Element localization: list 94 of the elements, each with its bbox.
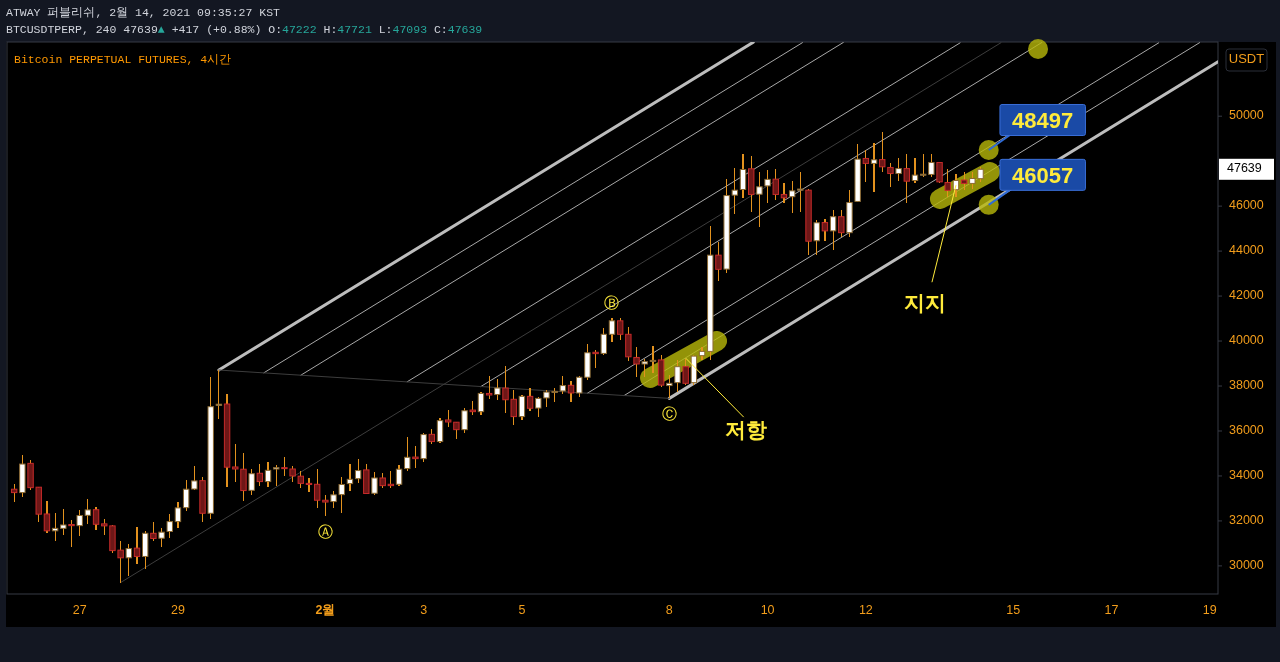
candlestick	[305, 476, 313, 493]
candlestick	[166, 513, 173, 540]
candlestick	[371, 471, 378, 496]
candlestick	[862, 149, 870, 183]
candlestick	[477, 391, 485, 416]
x-tick-label: 27	[72, 603, 87, 618]
candlestick	[141, 529, 149, 570]
x-tick-label: 10	[760, 603, 775, 618]
y-tick-label: 50000	[1229, 108, 1264, 123]
candlestick	[404, 436, 411, 472]
x-tick-label: 12	[858, 603, 873, 618]
candlestick	[682, 358, 689, 386]
annotation: Ⓐ	[317, 522, 333, 541]
x-tick-label: 5	[518, 603, 526, 618]
candlestick	[911, 157, 919, 185]
y-tick-label: 34000	[1229, 468, 1264, 483]
candlestick	[960, 171, 968, 191]
candlestick	[264, 461, 272, 488]
candlestick	[191, 465, 198, 491]
x-tick-label: 15	[1006, 603, 1021, 618]
candlestick	[739, 153, 747, 200]
candlestick	[43, 500, 51, 534]
x-tick-label: 3	[420, 603, 428, 618]
candlestick	[567, 380, 575, 404]
candlestick	[158, 527, 165, 548]
y-tick-label: 44000	[1229, 243, 1264, 258]
candlestick	[346, 463, 354, 492]
candlestick	[395, 464, 403, 487]
candlestick	[829, 209, 837, 251]
candlestick	[813, 219, 820, 256]
annotation: 지지	[903, 291, 946, 316]
candlestick	[256, 463, 264, 487]
candlestick	[485, 375, 493, 400]
candlestick	[715, 241, 722, 282]
chart-title: ATWAY 퍼블리쉬, 2월 14, 2021 09:35:27 KST	[6, 6, 281, 20]
candlestick	[526, 387, 534, 412]
y-tick-label: 42000	[1229, 288, 1264, 303]
candlestick	[84, 498, 92, 525]
candlestick	[879, 131, 886, 173]
candlestick	[60, 508, 67, 536]
text: BTCUSDTPERP, 240 47639▲ +417 (+0.88%) O:47222 H:47721 L:47093 C:	[6, 23, 448, 37]
annotation: Ⓑ	[604, 294, 620, 313]
candlestick	[174, 501, 182, 529]
x-tick-label: 2월	[315, 603, 336, 618]
y-tick-label: 36000	[1229, 423, 1264, 438]
annotation: Ⓒ	[661, 405, 677, 424]
candlestick	[518, 394, 526, 421]
annotation: 저항	[724, 418, 767, 443]
candlestick	[600, 327, 607, 356]
y-tick-label: 46000	[1229, 198, 1264, 213]
candlestick	[494, 378, 501, 401]
candlestick	[412, 445, 419, 469]
candlestick	[666, 374, 673, 399]
y-tick-label: 38000	[1229, 378, 1264, 393]
candlestick	[273, 464, 280, 487]
annotation: Bitcoin PERPETUAL FUTURES, 4시간	[14, 53, 232, 67]
candlestick	[150, 521, 157, 542]
candlestick	[76, 509, 83, 537]
candlestick	[461, 407, 468, 434]
candlestick	[248, 468, 255, 496]
annotation: 46057	[1012, 162, 1074, 188]
candlestick	[363, 463, 370, 495]
candlestick	[68, 519, 75, 548]
y-tick-label: 32000	[1229, 513, 1264, 528]
x-tick-label: 29	[171, 603, 185, 618]
candlestick	[772, 168, 779, 201]
candlestick	[698, 346, 706, 361]
candlestick	[887, 162, 894, 188]
text: 47639	[447, 23, 483, 37]
candlestick	[10, 483, 18, 504]
candlestick	[92, 506, 100, 531]
text: 47639	[1227, 161, 1262, 176]
y-tick-label: 40000	[1229, 333, 1264, 348]
candlestick	[436, 417, 444, 444]
candlestick	[354, 458, 362, 484]
candlestick	[674, 359, 681, 393]
candlestick	[870, 141, 878, 193]
candlestick	[633, 346, 640, 378]
x-tick-label: 17	[1104, 603, 1119, 618]
candlestick	[838, 209, 845, 238]
y-tick-label: 30000	[1229, 558, 1264, 573]
annotation: 48497	[1012, 107, 1074, 133]
x-tick-label: 8	[665, 603, 673, 618]
candlestick	[182, 479, 190, 512]
candlestick	[125, 543, 133, 578]
candlestick	[821, 217, 829, 242]
candlestick	[649, 345, 657, 375]
y-axis-title: USDT	[1228, 51, 1265, 67]
candlestick	[903, 152, 911, 204]
candlestick	[215, 369, 223, 420]
x-tick-label: 19	[1202, 603, 1217, 618]
candlestick	[133, 526, 141, 565]
candlestick	[895, 157, 902, 182]
candlestick	[608, 317, 616, 343]
